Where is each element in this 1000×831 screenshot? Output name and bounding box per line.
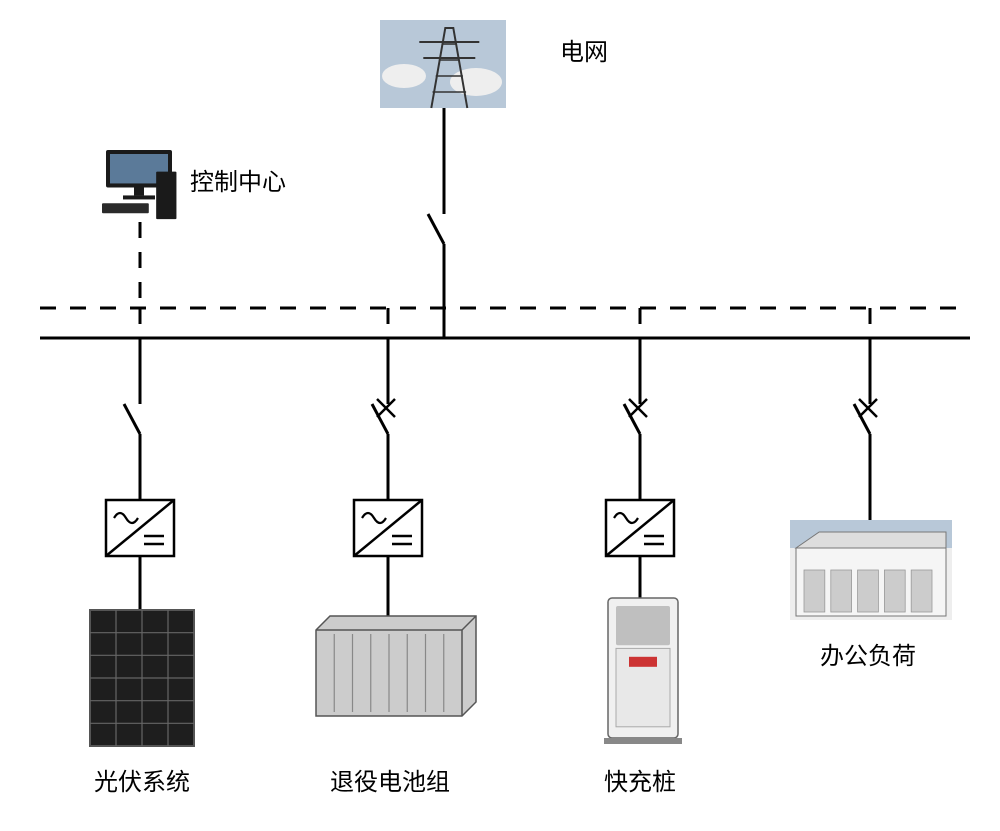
microgrid-diagram: 电网控制中心光伏系统 退役电池组 快充桩 办公负荷 — [0, 0, 1000, 831]
control-center-label: 控制中心 — [190, 169, 286, 196]
pv-panel-icon — [90, 610, 194, 746]
fast-charger-icon — [604, 598, 682, 744]
grid-label: 电网 — [560, 39, 608, 66]
grid-icon — [380, 20, 506, 108]
office-label: 办公负荷 — [820, 643, 916, 670]
control-center-icon — [102, 150, 176, 219]
battery-label: 退役电池组 — [330, 769, 450, 796]
charger-label: 快充桩 — [604, 769, 676, 796]
pv-label: 光伏系统 — [94, 769, 190, 796]
battery-container-icon — [316, 616, 476, 716]
office-building-icon — [790, 520, 952, 620]
